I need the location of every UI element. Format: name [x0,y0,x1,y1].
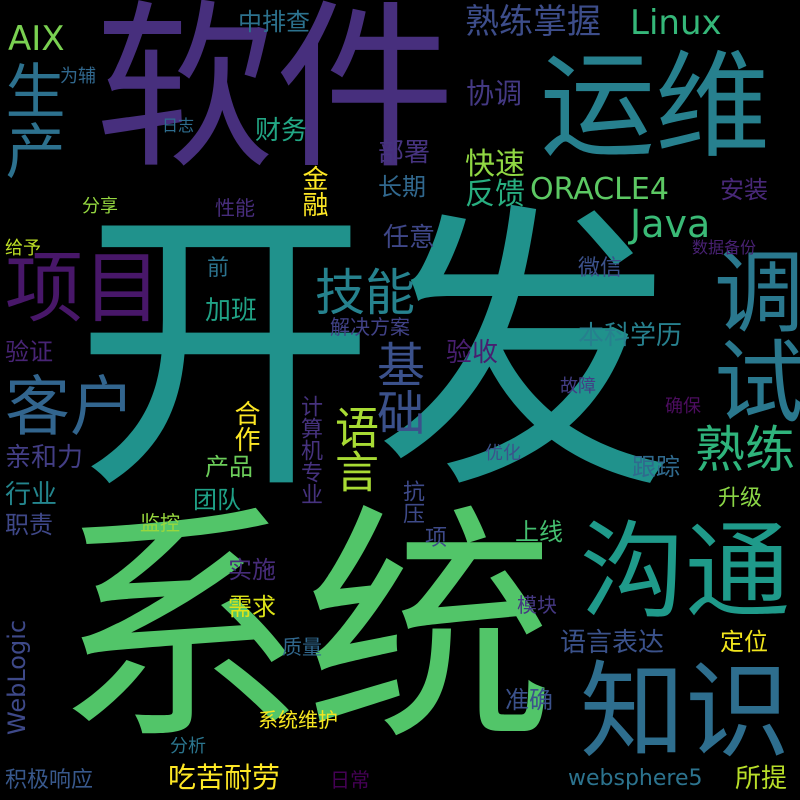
word-java: Java [630,202,711,246]
word-rizhi: 日志 [162,116,195,135]
word-bushu: 部署 [378,138,431,168]
word-shulian: 熟练 [695,421,795,479]
word-jineng: 技能 [315,264,415,322]
word-xiang: 项 [425,526,448,551]
word-fenxi: 分析 [170,736,206,757]
word-goutong: 沟通 [580,511,791,633]
word-shishi: 实施 [228,556,276,584]
word-xingneng: 性能 [215,196,255,220]
word-yanzheng: 验证 [5,338,53,366]
word-benkexueli: 本科学历 [578,321,683,351]
word-xuqiu: 需求 [228,593,276,621]
word-jisuanjizhuanye: 计算机专业 [297,395,322,505]
word-genzong: 跟踪 [632,453,680,481]
word-tiaoshi: 调试 [698,245,800,425]
word-fenxiang: 分享 [82,196,118,217]
word-zhishi: 知识 [580,651,791,773]
word-mokuai: 模块 [517,593,557,617]
word-yanshou: 验收 [446,338,499,368]
word-jiejuefangan: 解决方案 [330,315,410,339]
word-kaifa: 开发 [75,180,675,529]
word-linux: Linux [630,3,722,43]
word-fankui: 反馈 [465,177,525,212]
word-jiyu: 给予 [5,238,41,259]
word-hangye: 行业 [5,480,58,510]
word-kangya: 抗压 [399,480,424,524]
word-zhongpaicha: 中排查 [238,8,310,36]
word-weifu: 为辅 [60,66,96,87]
word-jiankong: 监控 [140,511,180,535]
word-chikunailao: 吃苦耐劳 [168,761,281,794]
word-suoti: 所提 [735,764,788,794]
word-quebao: 确保 [665,396,701,417]
word-aix: AIX [8,19,65,59]
word-youhua: 优化 [485,443,521,464]
word-jiaban: 加班 [205,296,258,326]
word-yuyan: 语言 [327,405,378,493]
word-qian: 前 [207,256,230,281]
word-yuyanbiaoda: 语言表达 [560,628,665,658]
word-shengchan: 生产 [0,60,65,180]
word-qinheli: 亲和力 [5,443,84,473]
word-ruanjian: 软件 [95,0,456,194]
word-changqi: 长期 [378,173,426,201]
word-shujubeifen: 数据备份 [692,238,757,257]
word-anzhuang: 安装 [720,176,768,204]
word-shangxian: 上线 [515,518,563,546]
word-jijixiangying: 积极响应 [5,768,94,793]
word-shulianzhangwo: 熟练掌握 [465,2,601,42]
word-kuaisu: 快速 [465,147,525,182]
word-richang: 日常 [330,768,370,792]
word-weixin: 微信 [578,256,623,281]
word-zhiliang: 质量 [282,635,322,659]
word-websphere5: websphere5 [568,766,703,791]
word-xiangmu: 项目 [5,244,162,334]
word-shengji: 升级 [718,486,763,511]
word-oracle4: ORACLE4 [530,172,669,207]
word-hezuo: 合作 [230,400,260,452]
word-dingwei: 定位 [720,628,768,656]
word-guzhang: 故障 [560,376,596,397]
word-xitong: 系统 [55,484,555,775]
word-jinrong: 金融 [298,165,328,217]
word-renyi: 任意 [383,223,436,253]
word-chanpin: 产品 [205,453,253,481]
word-kehu: 客户 [5,370,136,445]
word-yunwei: 运维 [540,40,771,174]
word-zhize: 职责 [5,511,53,539]
word-caiwu: 财务 [255,116,308,146]
word-xietiao: 协调 [466,77,523,110]
word-jichu: 基础 [368,340,424,436]
word-zhunque: 准确 [505,686,553,714]
word-weblogic: WebLogic [3,619,31,735]
word-tuandui: 团队 [193,486,241,514]
word-xitongweihu: 系统维护 [258,708,338,732]
